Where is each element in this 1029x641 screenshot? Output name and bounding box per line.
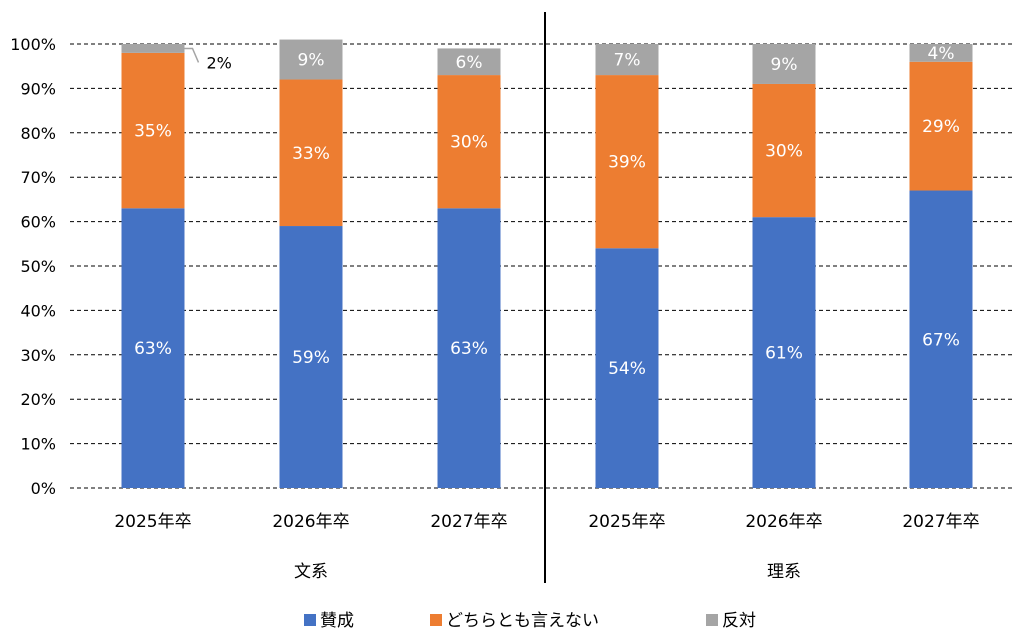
bar-segment bbox=[752, 83, 816, 218]
data-label: 54% bbox=[608, 359, 646, 379]
y-axis-ticks: 0% 10% 20% 30% 40% 50% 60% 70% 80% 90% 100% bbox=[10, 35, 56, 498]
data-label: 63% bbox=[134, 339, 172, 359]
bar-segment bbox=[909, 44, 973, 62]
data-label: 2% bbox=[207, 53, 232, 72]
x-group-label: 文系 bbox=[294, 562, 328, 582]
bar-segment bbox=[121, 52, 185, 209]
bar-segment bbox=[437, 48, 501, 76]
bars: 63% 35% 2% 59% 33% 9% 63% 30% 6% 54% 39% 7% 61% 30% 9%… bbox=[121, 39, 973, 489]
x-category-label: 2027年卒 bbox=[902, 512, 979, 532]
y-tick-label: 0% bbox=[31, 479, 56, 498]
data-label: 63% bbox=[450, 339, 488, 359]
bar-segment bbox=[595, 75, 659, 249]
y-tick-label: 30% bbox=[20, 346, 56, 365]
data-label: 9% bbox=[298, 51, 325, 71]
bar-segment bbox=[279, 226, 343, 489]
x-category-label: 2026年卒 bbox=[745, 512, 822, 532]
gridlines bbox=[70, 43, 1015, 489]
x-category-label: 2025年卒 bbox=[114, 512, 191, 532]
data-label: 35% bbox=[134, 122, 172, 142]
bar-segment bbox=[909, 61, 973, 191]
legend-swatch bbox=[304, 614, 316, 626]
y-tick-label: 20% bbox=[20, 390, 56, 409]
data-label: 7% bbox=[614, 51, 641, 71]
data-label: 59% bbox=[292, 348, 330, 368]
data-label: 30% bbox=[450, 133, 488, 153]
bar-segment bbox=[121, 208, 185, 488]
data-label: 33% bbox=[292, 144, 330, 164]
x-category-label: 2026年卒 bbox=[272, 512, 349, 532]
y-tick-label: 80% bbox=[20, 124, 56, 143]
bar-segment bbox=[121, 44, 185, 53]
bar-segment bbox=[279, 79, 343, 227]
bar-segment bbox=[437, 208, 501, 488]
data-label: 29% bbox=[922, 117, 960, 137]
data-label: 30% bbox=[765, 142, 803, 162]
y-tick-label: 50% bbox=[20, 257, 56, 276]
legend: 賛成 どちらとも言えない 反対 bbox=[304, 611, 756, 631]
y-tick-label: 10% bbox=[20, 435, 56, 454]
data-label: 67% bbox=[922, 330, 960, 350]
data-label: 4% bbox=[928, 44, 955, 64]
legend-label: 賛成 bbox=[320, 611, 354, 631]
y-tick-label: 70% bbox=[20, 168, 56, 187]
bar-segment bbox=[752, 44, 816, 84]
bar-segment bbox=[595, 248, 659, 488]
x-group-label: 理系 bbox=[767, 562, 801, 582]
y-tick-label: 90% bbox=[20, 79, 56, 98]
legend-label: 反対 bbox=[722, 611, 756, 631]
y-tick-label: 100% bbox=[10, 35, 56, 54]
data-label: 61% bbox=[765, 344, 803, 364]
bar-segment bbox=[595, 44, 659, 76]
legend-swatch bbox=[706, 614, 718, 626]
bar-segment bbox=[437, 75, 501, 209]
x-category-label: 2025年卒 bbox=[588, 512, 665, 532]
bar-segment bbox=[752, 217, 816, 488]
data-label: 9% bbox=[771, 55, 798, 75]
leader-line bbox=[184, 47, 200, 63]
bar-segment bbox=[909, 190, 973, 488]
data-label: 39% bbox=[608, 153, 646, 173]
x-category-label: 2027年卒 bbox=[430, 512, 507, 532]
legend-swatch bbox=[430, 614, 442, 626]
bar-segment bbox=[279, 39, 343, 80]
data-label: 6% bbox=[456, 53, 483, 73]
legend-label: どちらとも言えない bbox=[446, 611, 599, 631]
y-tick-label: 40% bbox=[20, 301, 56, 320]
y-tick-label: 60% bbox=[20, 213, 56, 232]
